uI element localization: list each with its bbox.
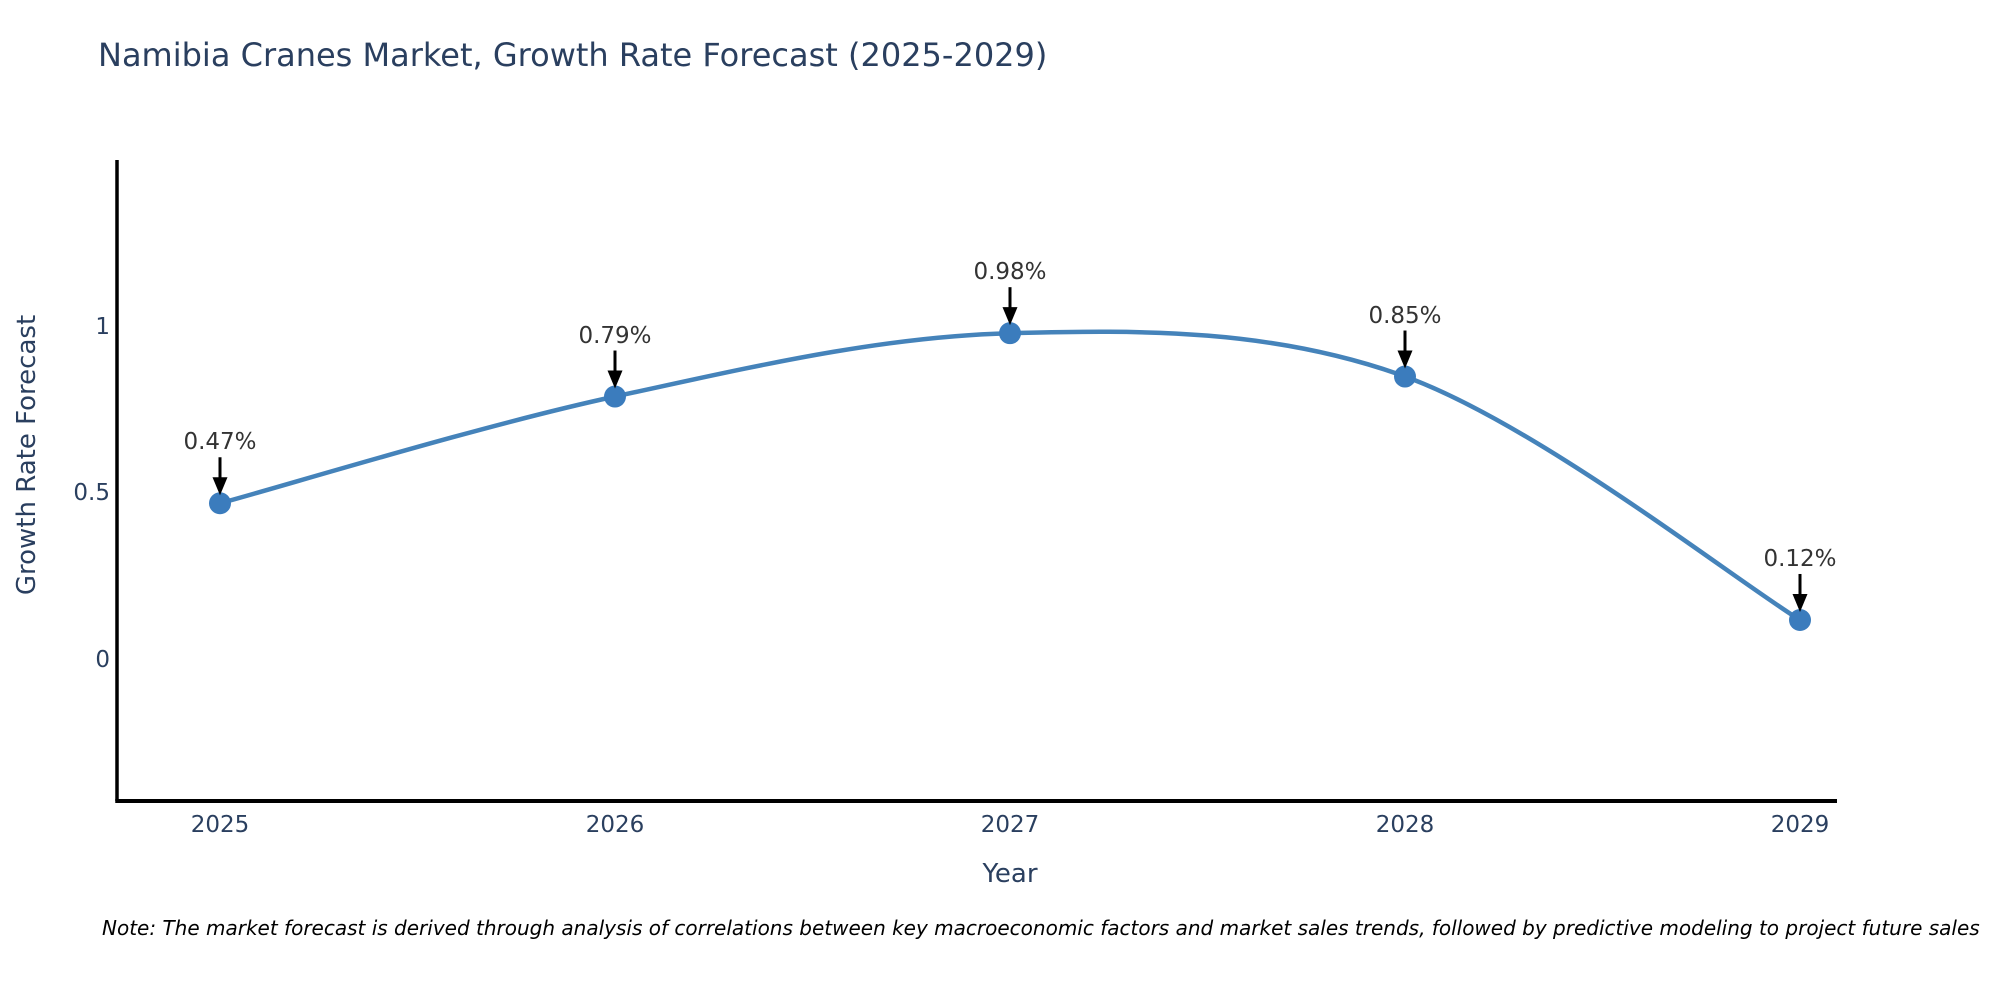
annotation-arrowhead — [1002, 307, 1018, 326]
x-tick-label: 2025 — [190, 812, 250, 838]
annotation-arrowhead — [1792, 593, 1808, 612]
annotation-arrowhead — [607, 370, 623, 389]
y-axis-title: Growth Rate Forecast — [12, 314, 42, 596]
y-tick-label: 1 — [95, 313, 110, 340]
footnote: Note: The market forecast is derived thr… — [102, 916, 1980, 940]
annotation-label: 0.79% — [578, 322, 652, 349]
annotation-label: 0.47% — [183, 429, 257, 456]
x-tick-label: 2026 — [585, 812, 645, 838]
data-point-marker — [209, 492, 231, 515]
annotation-arrowhead — [1397, 350, 1413, 369]
annotation-arrowhead — [212, 477, 228, 496]
y-tick-label: 0.5 — [73, 480, 110, 507]
data-point-marker — [604, 385, 626, 408]
x-tick-label: 2028 — [1375, 812, 1435, 838]
x-axis-title: Year — [982, 859, 1038, 889]
trend-line — [217, 329, 1803, 623]
data-point-marker — [1394, 365, 1416, 388]
x-tick-label: 2027 — [980, 812, 1040, 838]
data-point-marker — [1789, 608, 1811, 631]
data-point-marker — [999, 322, 1021, 345]
annotation-label: 0.85% — [1368, 302, 1442, 329]
chart-title: Namibia Cranes Market, Growth Rate Forec… — [98, 36, 1048, 74]
y-tick-label: 0 — [95, 647, 110, 673]
annotation-label: 0.98% — [973, 259, 1047, 286]
x-tick-label: 2029 — [1770, 812, 1830, 838]
annotation-label: 0.12% — [1763, 545, 1837, 572]
